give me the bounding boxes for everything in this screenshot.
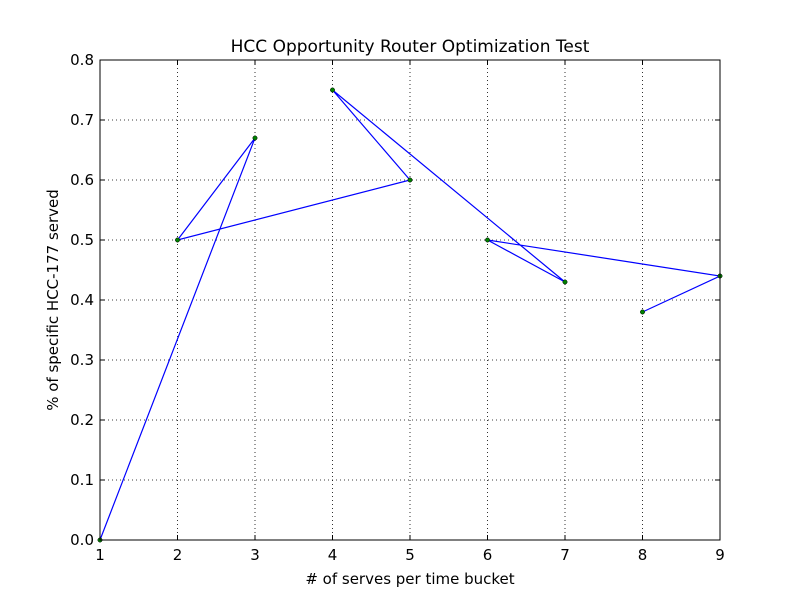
y-axis-label: % of specific HCC-177 served	[44, 189, 62, 411]
x-tick-label: 8	[638, 546, 648, 564]
chart-title: HCC Opportunity Router Optimization Test	[231, 37, 590, 57]
x-axis-label: # of serves per time bucket	[305, 570, 514, 588]
x-tick-label: 4	[328, 546, 338, 564]
x-tick-label: 9	[715, 546, 725, 564]
x-tick-label: 3	[250, 546, 260, 564]
x-tick-label: 1	[95, 546, 105, 564]
data-point	[407, 177, 413, 183]
data-point	[640, 309, 645, 315]
y-tick-label: 0.2	[70, 411, 94, 429]
x-tick-label: 2	[173, 546, 183, 564]
y-tick-label: 0.1	[70, 471, 94, 489]
y-tick-label: 0.4	[70, 291, 94, 309]
y-tick-label: 0.0	[70, 531, 94, 549]
data-point	[175, 237, 180, 243]
data-point	[485, 237, 490, 243]
data-point	[562, 279, 568, 285]
y-tick-label: 0.5	[70, 231, 94, 249]
axis-ticks: 1 2 3 4 5 6 7 8 9 0.0 0.1 0.2 0.3 0.4 0.5 0.6 0.7 0.8	[70, 51, 725, 564]
x-tick-label: 6	[483, 546, 493, 564]
y-tick-label: 0.7	[70, 111, 94, 129]
grid-lines	[100, 60, 720, 540]
data-point	[330, 87, 335, 93]
data-point	[252, 135, 258, 141]
y-tick-label: 0.3	[70, 351, 94, 369]
x-tick-label: 5	[405, 546, 415, 564]
x-tick-label: 7	[560, 546, 570, 564]
y-tick-label: 0.8	[70, 51, 94, 69]
y-tick-label: 0.6	[70, 171, 94, 189]
